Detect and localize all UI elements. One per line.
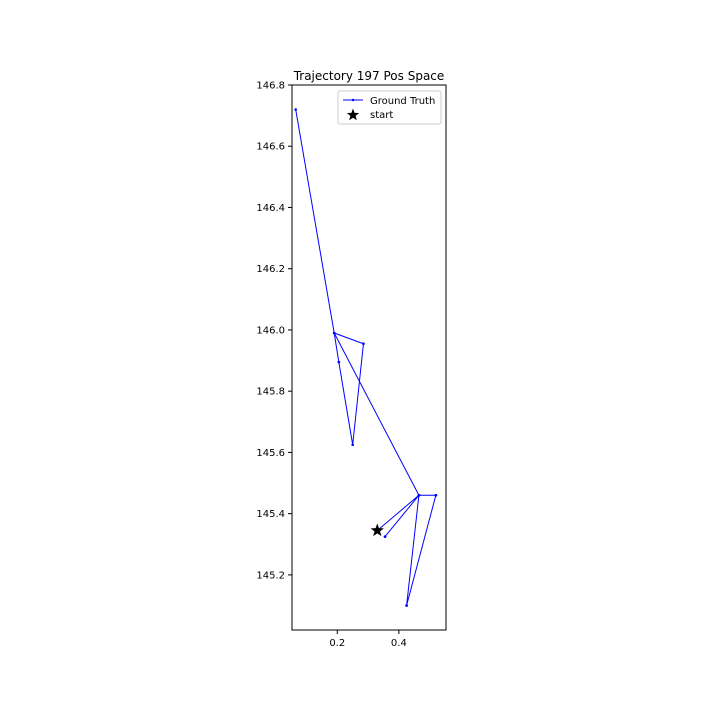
legend-label-ground-truth: Ground Truth [370,96,435,107]
data-point [351,443,354,447]
y-tick-label: 146.4 [256,203,285,214]
y-tick-label: 145.2 [256,570,285,581]
legend-marker-ground-truth [351,98,355,102]
x-tick-label: 0.4 [391,638,407,649]
y-tick-label: 146.6 [256,142,285,153]
axes-frame [291,84,447,631]
y-tick-label: 145.6 [256,448,285,459]
plot-area [294,108,438,607]
legend: Ground Truth start [337,90,442,125]
data-point [294,108,298,111]
start-marker [370,523,384,537]
data-point [337,360,341,364]
legend-marker-start [346,108,360,121]
data-point [434,493,438,497]
data-point [383,535,387,538]
x-tick-label: 0.2 [329,638,345,649]
legend-label-start: start [370,110,393,121]
legend-box [337,90,442,125]
y-tick-label: 145.4 [256,509,285,520]
series-line-ground-truth [295,109,437,607]
y-tick-label: 145.8 [256,387,285,398]
y-tick-label: 146.0 [256,325,285,336]
data-point [417,493,421,497]
chart-title: Trajectory 197 Pos Space [293,69,445,83]
axes: 0.2 0.4 145.2 145.4 145.6 145.8 146.0 146.2 146.… [256,81,447,649]
data-point [405,604,408,607]
data-point [332,331,336,335]
y-tick-label: 146.2 [256,264,285,275]
y-tick-label: 146.8 [256,81,285,92]
data-point [362,342,365,346]
